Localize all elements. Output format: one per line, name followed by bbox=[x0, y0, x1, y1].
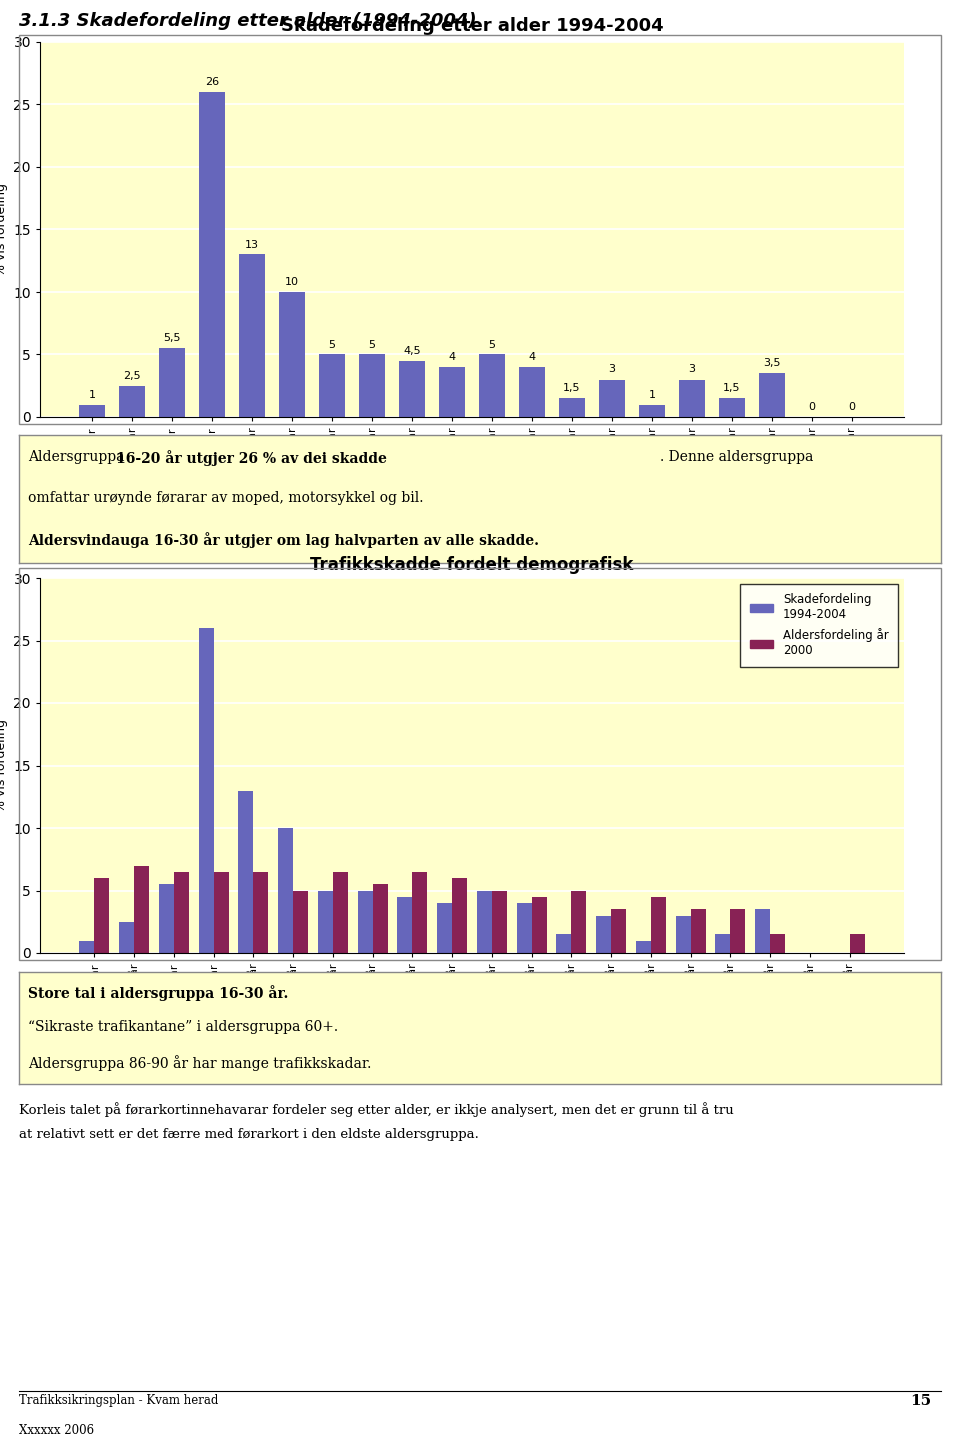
Text: Trafikksikringsplan - Kvam herad: Trafikksikringsplan - Kvam herad bbox=[19, 1394, 219, 1407]
Text: 26: 26 bbox=[205, 76, 219, 87]
Bar bbox=[479, 355, 505, 417]
Bar bbox=[612, 909, 626, 952]
Bar bbox=[636, 941, 651, 952]
Bar bbox=[715, 934, 731, 952]
Bar bbox=[293, 890, 308, 952]
Bar bbox=[279, 291, 305, 417]
Bar bbox=[397, 896, 413, 952]
Text: 5: 5 bbox=[489, 339, 495, 349]
Bar bbox=[278, 828, 293, 952]
Legend: Skadefordeling
1994-2004, Aldersfordeling år
2000: Skadefordeling 1994-2004, Aldersfordelin… bbox=[740, 584, 899, 667]
Bar bbox=[676, 915, 690, 952]
Bar bbox=[319, 355, 345, 417]
Text: 1: 1 bbox=[648, 390, 656, 400]
Text: 3: 3 bbox=[688, 365, 695, 375]
Bar bbox=[119, 922, 134, 952]
Text: 10: 10 bbox=[285, 277, 300, 287]
Bar bbox=[755, 909, 770, 952]
Bar bbox=[238, 791, 253, 952]
Text: 13: 13 bbox=[245, 240, 259, 250]
Text: Xxxxxx 2006: Xxxxxx 2006 bbox=[19, 1424, 94, 1437]
Title: Trafikkskadde fordelt demografisk: Trafikkskadde fordelt demografisk bbox=[310, 556, 634, 574]
Bar bbox=[596, 915, 612, 952]
Bar bbox=[639, 404, 665, 417]
Text: Aldersvindauga 16-30 år utgjer om lag halvparten av alle skadde.: Aldersvindauga 16-30 år utgjer om lag ha… bbox=[29, 532, 540, 548]
Bar bbox=[413, 872, 427, 952]
Bar bbox=[214, 872, 228, 952]
Bar bbox=[556, 934, 571, 952]
Bar bbox=[651, 896, 666, 952]
Bar bbox=[399, 361, 425, 417]
Bar bbox=[359, 355, 385, 417]
Bar bbox=[199, 92, 226, 417]
Bar bbox=[492, 890, 507, 952]
Text: Aldersgruppa 86-90 år har mange trafikkskadar.: Aldersgruppa 86-90 år har mange trafikks… bbox=[29, 1055, 372, 1071]
Text: 3,5: 3,5 bbox=[763, 358, 780, 368]
Bar bbox=[770, 934, 785, 952]
Bar bbox=[452, 877, 468, 952]
Bar bbox=[333, 872, 348, 952]
Text: 5: 5 bbox=[328, 339, 336, 349]
Text: 1,5: 1,5 bbox=[564, 384, 581, 394]
Bar bbox=[571, 890, 587, 952]
Bar bbox=[253, 872, 269, 952]
Text: 1,5: 1,5 bbox=[723, 384, 740, 394]
Text: omfattar urøynde førarar av moped, motorsykkel og bil.: omfattar urøynde førarar av moped, motor… bbox=[29, 491, 424, 505]
Bar bbox=[80, 941, 94, 952]
Bar bbox=[318, 890, 333, 952]
Text: 0: 0 bbox=[808, 403, 815, 413]
Text: 3: 3 bbox=[609, 365, 615, 375]
Bar bbox=[239, 254, 265, 417]
X-axis label: aldersfordeling: aldersfordeling bbox=[420, 1019, 524, 1032]
Bar bbox=[477, 890, 492, 952]
Bar bbox=[519, 367, 545, 417]
Bar bbox=[516, 903, 532, 952]
Text: at relativt sett er det færre med førarkort i den eldste aldersgruppa.: at relativt sett er det færre med førark… bbox=[19, 1128, 479, 1141]
Title: Skadefordeling etter alder 1994-2004: Skadefordeling etter alder 1994-2004 bbox=[280, 17, 663, 35]
Bar bbox=[357, 890, 372, 952]
Bar bbox=[119, 385, 145, 417]
Text: Aldersgruppa: Aldersgruppa bbox=[29, 450, 130, 465]
Bar bbox=[199, 628, 214, 952]
Text: 5: 5 bbox=[369, 339, 375, 349]
Bar bbox=[690, 909, 706, 952]
Text: . Denne aldersgruppa: . Denne aldersgruppa bbox=[660, 450, 813, 465]
Bar bbox=[94, 877, 109, 952]
Bar bbox=[134, 866, 149, 952]
Bar bbox=[439, 367, 465, 417]
Bar bbox=[850, 934, 865, 952]
Bar bbox=[80, 404, 106, 417]
Text: 15: 15 bbox=[910, 1394, 931, 1408]
Text: 16-20 år utgjer 26 % av dei skadde: 16-20 år utgjer 26 % av dei skadde bbox=[116, 450, 387, 466]
Text: 0: 0 bbox=[849, 403, 855, 413]
Text: 4: 4 bbox=[528, 352, 536, 362]
Text: Korleis talet på førarkortinnehavarar fordeler seg etter alder, er ikkje analyse: Korleis talet på førarkortinnehavarar fo… bbox=[19, 1102, 734, 1117]
Bar bbox=[719, 398, 745, 417]
Bar bbox=[679, 380, 705, 417]
Y-axis label: % vis fordeling: % vis fordeling bbox=[0, 719, 8, 812]
Text: Store tal i aldersgruppa 16-30 år.: Store tal i aldersgruppa 16-30 år. bbox=[29, 986, 289, 1001]
Bar bbox=[758, 374, 784, 417]
Text: 3.1.3 Skadefordeling etter alder (1994-2004): 3.1.3 Skadefordeling etter alder (1994-2… bbox=[19, 12, 477, 30]
Text: 4,5: 4,5 bbox=[403, 346, 420, 356]
Text: 1: 1 bbox=[88, 390, 96, 400]
Bar bbox=[158, 885, 174, 952]
Text: 5,5: 5,5 bbox=[163, 333, 180, 343]
Bar bbox=[437, 903, 452, 952]
Bar bbox=[174, 872, 189, 952]
Y-axis label: % vis fordeling: % vis fordeling bbox=[0, 183, 8, 276]
Bar bbox=[599, 380, 625, 417]
Bar bbox=[159, 348, 185, 417]
Bar bbox=[532, 896, 547, 952]
Bar bbox=[372, 885, 388, 952]
Text: 4: 4 bbox=[448, 352, 456, 362]
Text: 2,5: 2,5 bbox=[124, 371, 141, 381]
Text: “Sikraste trafikantane” i aldersgruppa 60+.: “Sikraste trafikantane” i aldersgruppa 6… bbox=[29, 1020, 339, 1035]
Bar bbox=[731, 909, 746, 952]
Bar bbox=[559, 398, 585, 417]
